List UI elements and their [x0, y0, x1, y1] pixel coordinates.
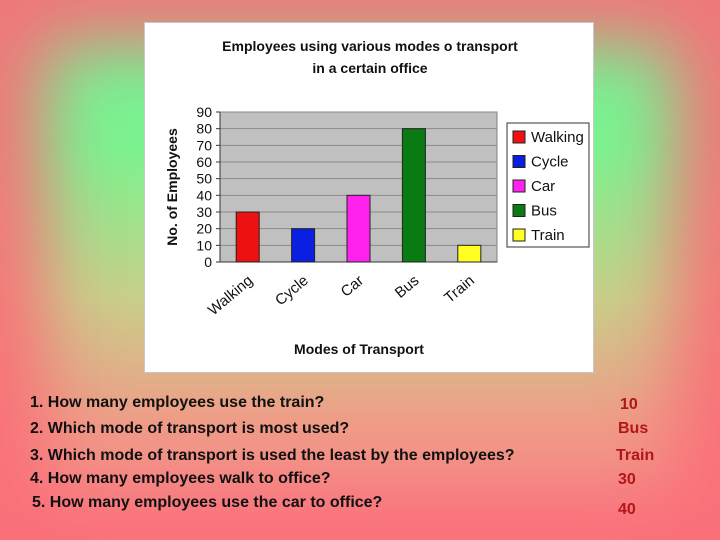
y-tick-label: 50 — [196, 171, 212, 187]
legend-label: Car — [531, 178, 555, 195]
answer-1: 10 — [620, 396, 638, 413]
x-tick-label: Bus — [392, 272, 423, 302]
question-5: 5. How many employees use the car to off… — [32, 494, 383, 511]
legend-swatch — [512, 228, 526, 242]
x-tick-label: Walking — [205, 272, 256, 319]
y-tick-label: 90 — [196, 104, 212, 120]
question-4: 4. How many employees walk to office? — [30, 470, 331, 487]
answer-4: 30 — [618, 471, 636, 488]
y-tick-label: 60 — [196, 154, 212, 170]
legend-label: Walking — [531, 129, 584, 146]
answer-5: 40 — [618, 501, 636, 518]
y-tick-label: 20 — [196, 221, 212, 237]
y-tick-label: 40 — [196, 187, 212, 203]
bar-bus — [401, 128, 426, 263]
answer-3: Train — [616, 447, 655, 464]
answer-2: Bus — [618, 420, 649, 437]
y-tick-label: 10 — [196, 237, 212, 253]
bar-walking — [235, 211, 260, 263]
legend-swatch — [512, 179, 526, 193]
chart-title-line1: Employees using various modes o transpor… — [222, 38, 518, 54]
bar-chart: Employees using various modes o transpor… — [164, 38, 590, 357]
y-tick-label: 80 — [196, 121, 212, 137]
bar-train — [457, 244, 482, 263]
x-axis-label: Modes of Transport — [294, 341, 424, 357]
y-tick-label: 0 — [204, 254, 212, 270]
y-tick-label: 70 — [196, 137, 212, 153]
chart-title-line2: in a certain office — [312, 60, 427, 76]
chart-panel: Employees using various modes o transpor… — [144, 22, 594, 373]
legend-swatch — [512, 155, 526, 168]
legend-label: Bus — [531, 203, 557, 220]
question-2: 2. Which mode of transport is most used? — [30, 420, 350, 437]
question-1: 1. How many employees use the train? — [30, 394, 325, 411]
legend-label: Train — [531, 227, 565, 244]
legend-label: Cycle — [531, 154, 569, 171]
y-tick-label: 30 — [196, 204, 212, 220]
y-axis-label: No. of Employees — [164, 128, 180, 246]
bar-car — [346, 194, 371, 263]
question-3: 3. Which mode of transport is used the l… — [30, 447, 515, 464]
x-tick-label: Car — [338, 272, 367, 301]
legend-swatch — [512, 130, 526, 144]
bar-cycle — [291, 228, 316, 263]
x-tick-label: Train — [441, 272, 478, 307]
legend-swatch — [512, 204, 526, 217]
x-tick-label: Cycle — [272, 272, 312, 309]
